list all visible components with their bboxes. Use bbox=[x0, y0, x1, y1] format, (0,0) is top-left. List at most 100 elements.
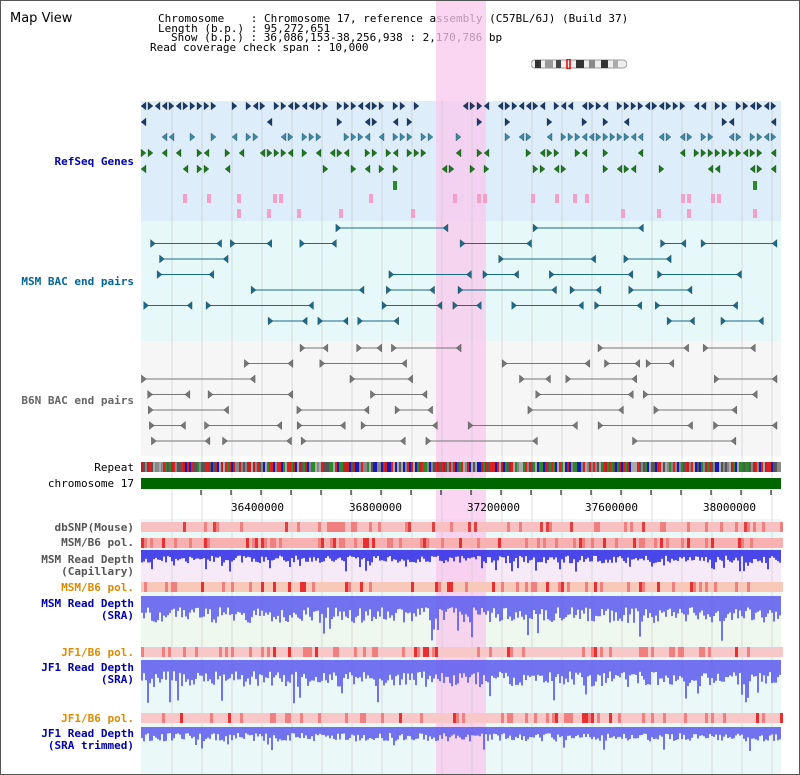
depth-bar bbox=[291, 596, 293, 618]
depth-bar bbox=[713, 727, 715, 737]
depth-bar bbox=[163, 727, 165, 742]
depth-bar bbox=[233, 727, 235, 736]
msm-depth-sra-label[interactable]: MSM Read Depth (SRA) bbox=[41, 597, 134, 622]
msm-bac-pair bbox=[317, 316, 324, 326]
repeat-element bbox=[555, 462, 557, 472]
b6n-bac-pair bbox=[401, 359, 407, 368]
repeat-element bbox=[451, 462, 453, 472]
depth-bar bbox=[635, 660, 637, 675]
depth-bar bbox=[195, 727, 197, 745]
depth-bar bbox=[657, 727, 659, 740]
pol-cell bbox=[303, 713, 306, 723]
repeat-element bbox=[717, 462, 719, 472]
repeat-element bbox=[343, 462, 345, 472]
repeat-element bbox=[519, 462, 521, 472]
jf1-b6-pol-label[interactable]: JF1/B6 pol. bbox=[61, 646, 134, 659]
pol-cell bbox=[768, 647, 771, 657]
depth-bar bbox=[619, 727, 621, 737]
gene-feature bbox=[623, 117, 630, 127]
pol-cell bbox=[459, 647, 462, 657]
depth-bar bbox=[155, 727, 157, 738]
depth-bar bbox=[259, 596, 261, 617]
depth-bar bbox=[289, 550, 291, 567]
gene-feature bbox=[182, 101, 189, 111]
msm-bac-label[interactable]: MSM BAC end pairs bbox=[21, 275, 134, 288]
pol-cell bbox=[570, 713, 573, 723]
pol-cell bbox=[570, 522, 573, 532]
repeat-element bbox=[533, 462, 535, 472]
pol-cell bbox=[405, 713, 408, 723]
depth-bar bbox=[467, 727, 469, 735]
pol-cell bbox=[282, 713, 285, 723]
depth-bar bbox=[771, 660, 773, 683]
depth-bar bbox=[477, 596, 479, 615]
depth-bar bbox=[227, 727, 229, 745]
jf1-depth-trimmed-label[interactable]: JF1 Read Depth (SRA trimmed) bbox=[41, 727, 134, 752]
depth-bar bbox=[427, 596, 429, 609]
depth-bar bbox=[515, 727, 517, 737]
pol-cell bbox=[258, 647, 261, 657]
pol-cell bbox=[663, 647, 666, 657]
depth-bar bbox=[759, 550, 761, 561]
msm-b6-pol-label[interactable]: MSM/B6 pol. bbox=[61, 536, 134, 549]
dbsnp-label[interactable]: dbSNP(Mouse) bbox=[54, 521, 134, 534]
repeat-element bbox=[457, 462, 459, 472]
pol-cell bbox=[399, 522, 402, 532]
pol-cell bbox=[513, 713, 516, 723]
msm-bac-pair bbox=[156, 270, 163, 279]
gene-feature bbox=[224, 164, 231, 174]
repeat-element bbox=[631, 462, 633, 472]
depth-bar bbox=[339, 596, 341, 612]
depth-bar bbox=[347, 550, 349, 558]
gene-feature bbox=[161, 132, 168, 142]
gene-feature bbox=[273, 148, 280, 158]
pol-cell bbox=[264, 647, 267, 657]
pol-cell bbox=[330, 647, 333, 657]
jf1-depth-sra-label[interactable]: JF1 Read Depth (SRA) bbox=[41, 661, 134, 686]
depth-bar bbox=[689, 727, 691, 741]
jf1-b6-pol-trimmed-label[interactable]: JF1/B6 pol. bbox=[61, 712, 134, 725]
msm-b6-pol-sra-label[interactable]: MSM/B6 pol. bbox=[61, 581, 134, 594]
repeat-element bbox=[553, 462, 555, 472]
pol-cell bbox=[255, 713, 258, 723]
pol-cell bbox=[159, 522, 162, 532]
b6n-bac-label[interactable]: B6N BAC end pairs bbox=[21, 394, 134, 407]
pol-cell bbox=[729, 713, 732, 723]
repeat-element bbox=[601, 462, 603, 472]
repeat-element bbox=[421, 462, 423, 472]
pol-cell bbox=[702, 538, 705, 548]
repeat-element bbox=[147, 462, 149, 472]
pol-cell bbox=[741, 538, 744, 548]
msm-bac-pair bbox=[532, 223, 539, 233]
pol-cell bbox=[513, 582, 516, 592]
gene-feature bbox=[308, 101, 315, 111]
pol-cell bbox=[327, 582, 330, 592]
repeat-element bbox=[299, 462, 301, 472]
msm-depth-capillary-label[interactable]: MSM Read Depth (Capillary) bbox=[41, 553, 134, 578]
depth-bar bbox=[727, 596, 729, 615]
depth-bar bbox=[243, 660, 245, 687]
pol-cell bbox=[672, 522, 675, 532]
depth-bar bbox=[405, 660, 407, 685]
gene-feature bbox=[287, 132, 294, 142]
depth-bar bbox=[357, 727, 359, 735]
repeat-element bbox=[569, 462, 571, 472]
pol-cell bbox=[201, 538, 204, 548]
pol-cell bbox=[756, 522, 759, 532]
repeat-element bbox=[769, 462, 771, 472]
pol-cell bbox=[483, 538, 486, 548]
depth-bar bbox=[695, 550, 697, 557]
pol-cell bbox=[687, 538, 690, 548]
pol-cell bbox=[327, 522, 330, 532]
refseq-genes-label[interactable]: RefSeq Genes bbox=[54, 155, 134, 168]
repeat-element bbox=[227, 462, 229, 472]
info-coverage-span: Read coverage check span : 10,000 bbox=[150, 41, 369, 54]
depth-bar bbox=[271, 596, 273, 622]
pol-cell bbox=[576, 582, 579, 592]
depth-bar bbox=[453, 727, 455, 735]
pol-cell bbox=[444, 538, 447, 548]
repeat-element bbox=[557, 462, 559, 472]
depth-bar bbox=[471, 596, 473, 638]
repeat-element bbox=[199, 462, 201, 472]
